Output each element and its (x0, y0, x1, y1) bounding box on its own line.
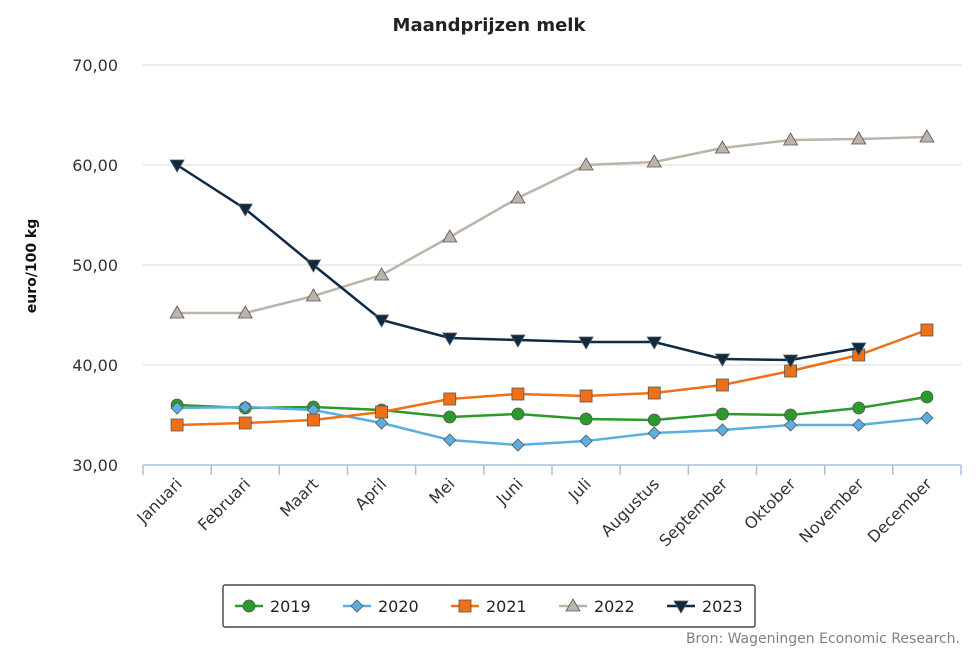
legend-label: 2019 (270, 597, 311, 616)
data-point-2021 (647, 386, 661, 400)
data-point-2019 (511, 407, 525, 421)
data-point-2021 (716, 378, 729, 392)
x-tick-label: December (864, 474, 936, 546)
data-point-2020 (579, 434, 593, 448)
legend-marker (565, 598, 581, 612)
data-point-2019 (852, 401, 866, 415)
legend-marker (458, 599, 472, 613)
data-point-2023 (373, 314, 390, 328)
legend-item-2022[interactable]: 2022 (559, 597, 635, 616)
data-point-2022 (646, 154, 662, 168)
data-point-2023 (510, 334, 526, 348)
y-axis-label: euro/100 kg (24, 219, 40, 314)
series-line-2022 (177, 135, 927, 315)
legend-label: 2021 (486, 597, 527, 616)
data-point-2020 (920, 411, 934, 425)
data-point-2022 (782, 132, 799, 146)
data-point-2022 (169, 305, 185, 319)
legend-marker (242, 599, 256, 613)
x-tick-label: Juli (564, 474, 595, 505)
legend-item-2021[interactable]: 2021 (451, 597, 527, 616)
data-point-2022 (919, 129, 935, 143)
data-point-2023 (169, 159, 185, 173)
x-tick-label: Mei (425, 474, 458, 507)
data-point-2019 (647, 413, 661, 427)
data-point-2020 (784, 418, 798, 432)
x-tick-label: Maart (276, 474, 322, 520)
series-line-2021 (177, 328, 928, 427)
series-line-2019 (177, 395, 928, 422)
data-point-2023 (237, 203, 253, 217)
data-point-2022 (510, 190, 526, 204)
data-point-2020 (443, 433, 457, 447)
series-line-2020 (177, 405, 928, 447)
legend-marker (673, 600, 689, 614)
legend-label: 2022 (594, 597, 635, 616)
data-point-2022 (578, 157, 594, 171)
series-2023 (169, 159, 867, 368)
data-point-2022 (851, 131, 867, 145)
data-point-2021 (443, 392, 457, 406)
data-point-2019 (443, 410, 457, 424)
x-tick-label: November (795, 474, 868, 547)
data-point-2021 (511, 387, 525, 401)
data-point-2023 (442, 332, 458, 346)
data-point-2019 (579, 412, 593, 426)
data-point-2021 (375, 405, 388, 419)
data-point-2022 (714, 140, 731, 154)
x-tick-label: Januari (132, 474, 185, 527)
x-tick-label: Oktober (740, 474, 799, 533)
data-point-2021 (307, 413, 320, 427)
y-tick-label: 50,00 (72, 256, 118, 275)
legend-label: 2020 (378, 597, 419, 616)
data-point-2020 (238, 400, 252, 414)
data-point-2023 (714, 353, 731, 367)
legend: 2019 2020 2021 2022 2023 (222, 584, 756, 628)
data-point-2020 (375, 416, 389, 430)
data-point-2019 (716, 407, 729, 421)
data-point-2021 (920, 323, 934, 337)
series-2020 (170, 400, 934, 452)
data-point-2019 (920, 390, 934, 404)
data-point-2022 (442, 229, 458, 243)
y-tick-label: 70,00 (72, 56, 118, 75)
y-tick-label: 60,00 (72, 156, 118, 175)
chart-title: Maandprijzen melk (393, 15, 587, 36)
data-point-2020 (852, 418, 866, 432)
x-tick-label: Augustus (597, 474, 663, 540)
data-point-2022 (237, 305, 253, 319)
data-point-2021 (579, 389, 593, 403)
data-point-2022 (373, 267, 390, 281)
x-tick-label: Juni (492, 474, 527, 509)
data-point-2023 (646, 336, 662, 350)
legend-item-2020[interactable]: 2020 (343, 597, 419, 616)
data-point-2023 (578, 336, 594, 350)
x-tick-label: Februari (194, 474, 254, 534)
data-point-2020 (511, 438, 525, 452)
data-point-2020 (715, 423, 729, 437)
legend-label: 2023 (702, 597, 743, 616)
data-point-2023 (782, 354, 799, 368)
data-point-2023 (305, 259, 322, 273)
legend-marker (350, 599, 364, 613)
data-point-2021 (238, 416, 252, 430)
series-2022 (169, 129, 935, 319)
x-tick-label: April (351, 474, 390, 513)
data-point-2022 (305, 288, 322, 302)
data-point-2020 (170, 401, 184, 415)
x-tick-label: September (655, 474, 731, 550)
y-tick-label: 30,00 (72, 456, 118, 475)
data-point-2020 (647, 426, 661, 440)
source-note: Bron: Wageningen Economic Research. (685, 631, 960, 647)
legend-item-2019[interactable]: 2019 (235, 597, 311, 616)
data-point-2021 (170, 418, 184, 432)
legend-box (222, 584, 756, 628)
legend-item-2023[interactable]: 2023 (667, 597, 743, 616)
data-point-2023 (851, 342, 867, 356)
y-tick-label: 40,00 (72, 356, 118, 375)
series-2021 (170, 323, 934, 432)
